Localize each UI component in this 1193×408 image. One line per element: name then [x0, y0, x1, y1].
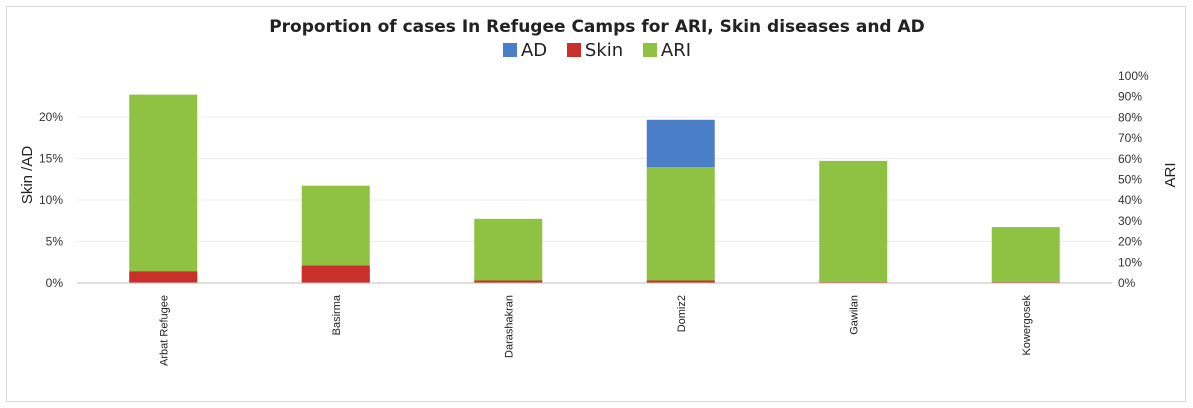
y-tick-label-left: 5%: [46, 235, 64, 249]
chart-title: Proportion of cases In Refugee Camps for…: [269, 17, 925, 37]
x-tick-label: Basirma: [331, 294, 343, 335]
bar-ari: [474, 218, 543, 283]
legend-swatch-skin: [566, 43, 581, 57]
y-axis-label-left: Skin /AD: [19, 146, 36, 205]
y-tick-label-right: 30%: [1118, 214, 1142, 228]
legend-label-skin: Skin: [584, 40, 624, 61]
y-tick-label-right: 0%: [1118, 276, 1136, 290]
x-tick-label: Gawilan: [848, 295, 860, 335]
y-tick-label-left: 0%: [46, 276, 64, 290]
y-tick-label-left: 20%: [39, 110, 63, 124]
y-tick-label-right: 80%: [1118, 110, 1142, 124]
chart-plot: 0% 5% 10% 15% 20% 0% 10% 20% 30% 40% 50% 60% 70% 80% 9…: [19, 69, 1179, 366]
chart-frame: Proportion of cases In Refugee Camps for…: [6, 6, 1186, 402]
y-tick-label-right: 50%: [1118, 173, 1142, 187]
bar-ari: [129, 94, 198, 283]
y-tick-label-right: 10%: [1118, 255, 1142, 269]
x-tick-label: Darashakran: [503, 295, 515, 358]
legend-item-ad: AD: [502, 40, 548, 61]
legend-item-ari: ARI: [642, 40, 692, 61]
legend-item-skin: Skin: [566, 40, 624, 61]
legend-swatch-ad: [502, 43, 517, 57]
bar-ad: [646, 119, 715, 168]
legend-label-ari: ARI: [660, 40, 692, 61]
bar-ari: [646, 167, 715, 283]
y-tick-label-left: 10%: [39, 193, 63, 207]
bar-skin: [129, 271, 198, 283]
y-tick-label-right: 70%: [1118, 131, 1142, 145]
y-axis-label-right: ARI: [1162, 162, 1179, 187]
bar-ari: [819, 160, 888, 283]
legend-label-ad: AD: [520, 40, 548, 61]
bar-skin: [474, 280, 543, 283]
legend-swatch-ari: [642, 43, 657, 57]
bar-skin: [646, 280, 715, 283]
y-tick-label-right: 40%: [1118, 193, 1142, 207]
y-tick-label-left: 15%: [39, 152, 63, 166]
x-tick-label: Arbat Refugee: [158, 295, 170, 366]
bar-skin: [301, 265, 370, 283]
y-tick-label-right: 60%: [1118, 152, 1142, 166]
y-tick-label-right: 100%: [1118, 69, 1149, 83]
x-tick-label: Domiz2: [676, 295, 688, 332]
y-tick-label-right: 90%: [1118, 90, 1142, 104]
y-tick-label-right: 20%: [1118, 235, 1142, 249]
x-tick-label: Kowergosek: [1021, 295, 1033, 356]
chart-legend: AD Skin ARI: [7, 40, 1187, 61]
bar-ari: [991, 227, 1060, 283]
